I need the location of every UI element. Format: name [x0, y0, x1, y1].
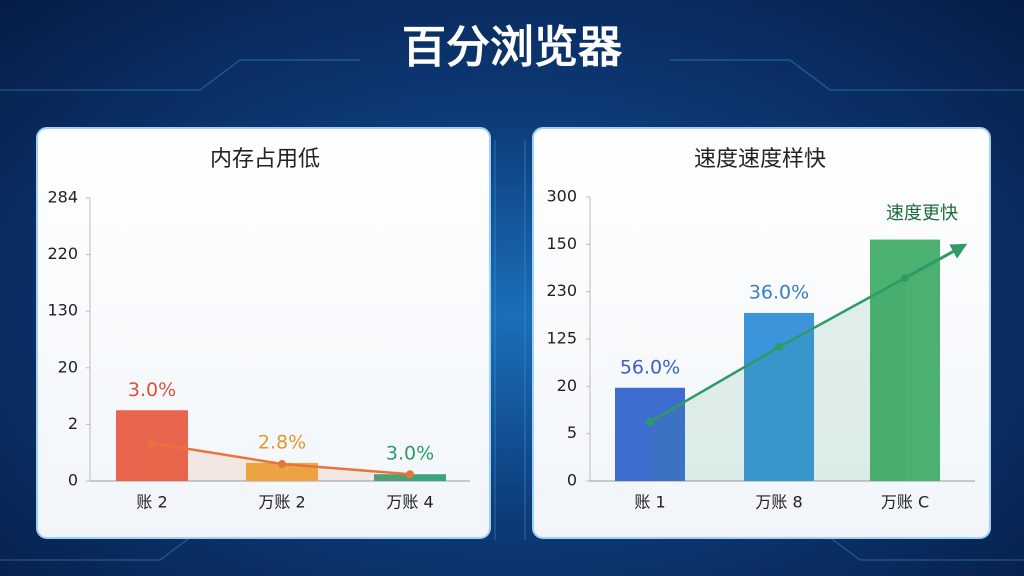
x-tick-label: 万账 4: [386, 493, 433, 512]
bar: [615, 387, 685, 481]
data-annotation: 3.0%: [386, 443, 434, 465]
y-tick-label: 130: [47, 301, 78, 320]
x-tick-label: 账 2: [136, 493, 167, 512]
data-annotation: 36.0%: [749, 281, 809, 303]
y-tick-label: 230: [546, 281, 577, 300]
trend-area: [152, 443, 410, 481]
y-tick-label: 300: [546, 187, 577, 206]
y-tick-label: 150: [546, 234, 577, 253]
trend-point: [775, 343, 783, 352]
y-tick-label: 20: [557, 376, 577, 395]
trend-area: [650, 277, 905, 481]
y-tick-label: 5: [567, 423, 577, 442]
y-tick-label: 284: [47, 188, 78, 207]
trend-point: [646, 417, 654, 426]
trend-point: [148, 439, 156, 448]
bar: [744, 312, 814, 481]
x-tick-label: 万账 C: [881, 493, 929, 512]
bar: [246, 462, 318, 481]
data-annotation: 56.0%: [620, 356, 680, 378]
y-tick-label: 2: [68, 414, 78, 433]
circuit-decor: [0, 59, 1024, 561]
x-tick-label: 万账 8: [755, 493, 802, 512]
chart-title: 速度速度样快: [694, 147, 826, 172]
trend-arrow: [904, 245, 963, 280]
data-annotation: 3.0%: [128, 379, 176, 401]
callout: 速度更快: [886, 203, 958, 224]
x-tick-label: 万账 2: [258, 493, 305, 512]
chart-title: 内存占用低: [210, 147, 320, 172]
arrow-head: [949, 243, 968, 259]
page-title: 百分浏览器: [402, 22, 623, 73]
y-tick-label: 125: [546, 329, 577, 348]
y-tick-label: 0: [567, 471, 577, 490]
y-tick-label: 20: [58, 357, 78, 376]
trend-point: [278, 460, 286, 469]
data-annotation: 2.8%: [258, 431, 306, 453]
trend-point: [406, 470, 414, 479]
y-tick-label: 0: [68, 471, 78, 490]
x-tick-label: 账 1: [634, 493, 665, 512]
y-tick-label: 220: [47, 244, 78, 263]
